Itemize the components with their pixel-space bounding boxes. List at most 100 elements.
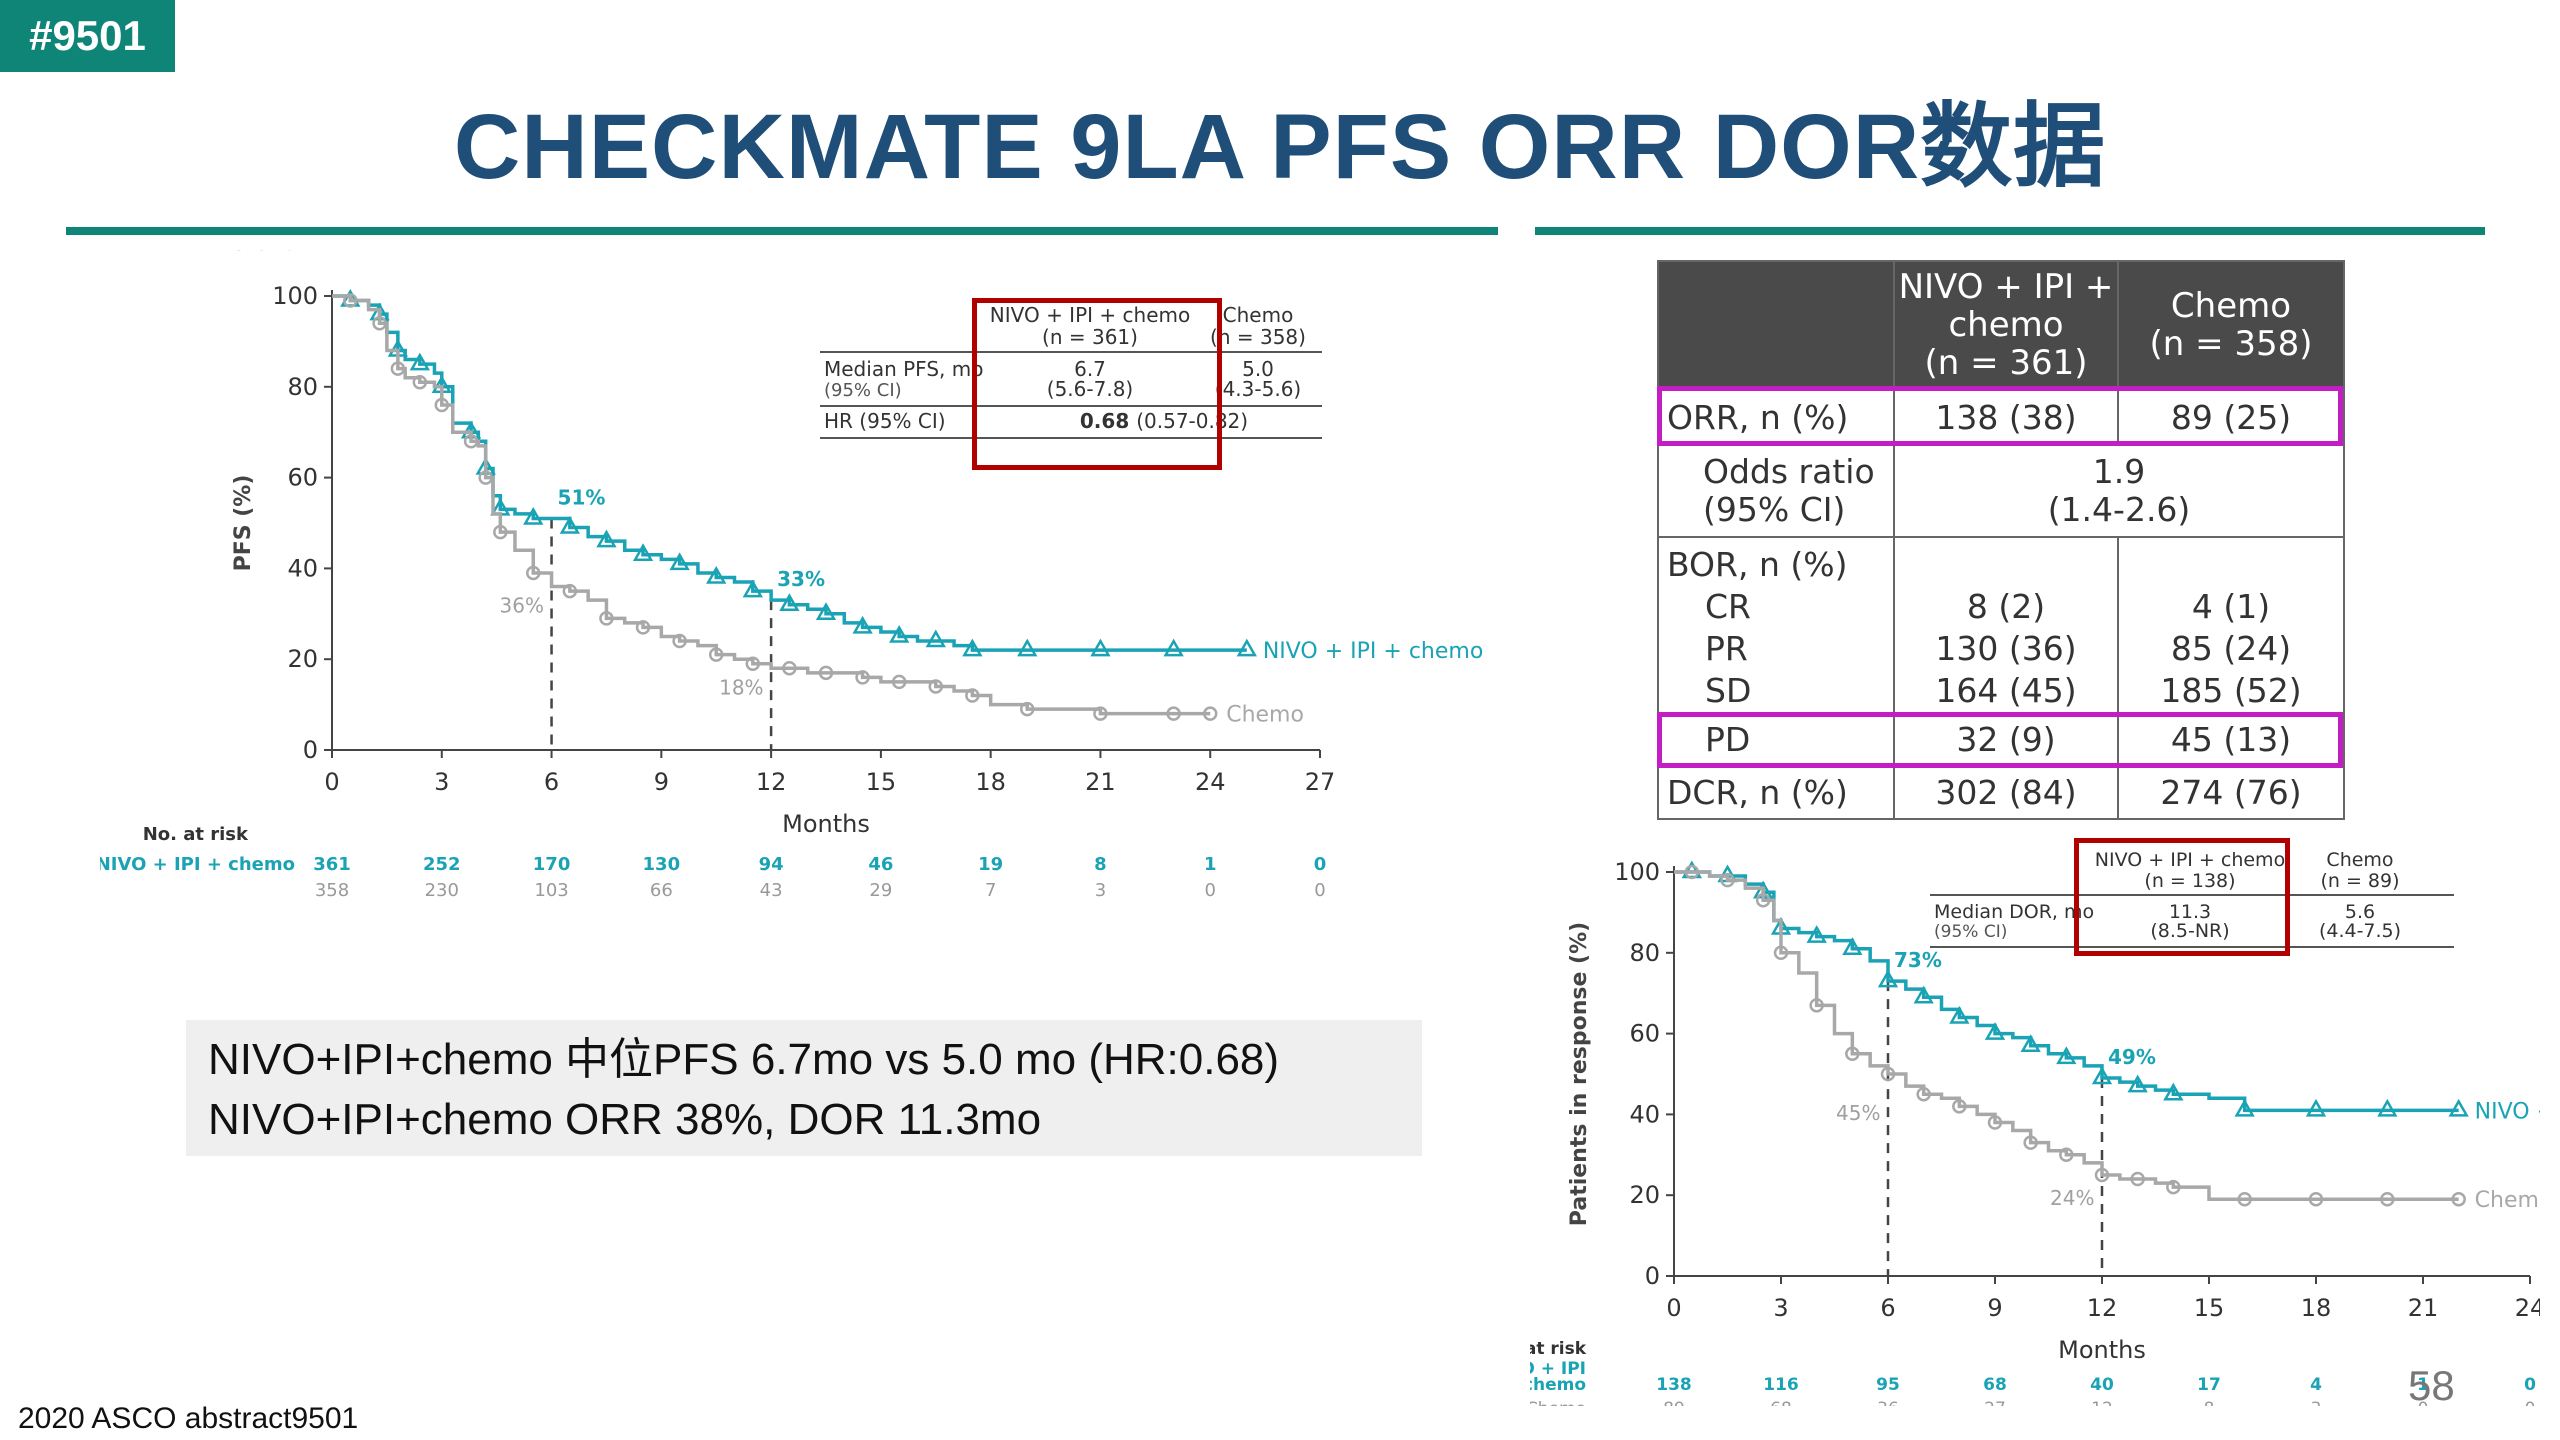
censor-mark-nivo [523, 506, 544, 525]
at-risk-nivo-count: 8 [1094, 854, 1107, 875]
at-risk-chemo-count: 0 [1314, 880, 1325, 901]
data-label: 45% [1836, 1101, 1880, 1125]
inset-row1-sub: (95% CI) [1934, 922, 2007, 942]
censor-mark-nivo [2020, 1034, 2041, 1052]
odds-value: 1.9 (1.4-2.6) [1893, 444, 2345, 538]
censor-mark-chemo [526, 565, 541, 581]
censor-mark-chemo [1845, 1046, 1860, 1062]
at-risk-nivo-count: 40 [2090, 1375, 2114, 1395]
at-risk-chemo-count: 89 [1663, 1399, 1685, 1406]
pr-chemo: 85 (24) [2170, 629, 2292, 668]
censor-mark-chemo [599, 611, 614, 626]
inset-row2-ci: (0.57-0.82) [1136, 409, 1248, 433]
x-tick-label: 21 [1085, 768, 1116, 796]
censor-mark-chemo [965, 688, 980, 703]
left-divider [66, 227, 1498, 235]
dcr-label: DCR, n (%) [1657, 764, 1895, 820]
pd-highlight [1657, 712, 2343, 768]
censor-mark-chemo [782, 661, 797, 676]
censor-mark-nivo [962, 638, 983, 657]
censor-mark-nivo [1806, 925, 1827, 943]
censor-mark-nivo [2056, 1046, 2077, 1065]
censor-mark-chemo [818, 665, 834, 681]
at-risk-chemo-count: 0 [1204, 880, 1215, 901]
censor-mark-nivo [2127, 1074, 2148, 1093]
header-chemo: Chemo (n = 358) [2117, 260, 2345, 390]
censor-mark-nivo [632, 543, 654, 562]
x-tick-label: 9 [654, 768, 669, 796]
cr-chemo: 4 (1) [2191, 587, 2271, 626]
censor-mark-nivo [1090, 638, 1111, 657]
censor-mark-nivo [2163, 1082, 2184, 1101]
pd-row: PD 32 (9) 45 (13) [1657, 712, 2345, 766]
censor-mark-chemo [672, 633, 687, 649]
x-tick-label: 0 [324, 768, 339, 796]
inset-row2-bold: 0.68 [1080, 409, 1136, 433]
dcr-chemo: 274 (76) [2117, 764, 2345, 820]
at-risk-nivo-count: 252 [423, 854, 461, 875]
at-risk-nivo-count: 0 [1314, 854, 1327, 875]
series-chemo-line [1674, 870, 2459, 1201]
censor-mark-chemo [928, 679, 944, 694]
inset-header-chemo: Chemo [1223, 303, 1294, 327]
at-risk-chemo-count: 43 [760, 880, 783, 901]
y-tick-label: 60 [1629, 1020, 1660, 1048]
at-risk-chemo-count: 12 [2091, 1399, 2113, 1406]
x-tick-label: 12 [2087, 1294, 2118, 1322]
censor-mark-chemo [1987, 1115, 2003, 1130]
header-nivo: NIVO + IPI + chemo (n = 361) [1893, 260, 2119, 390]
page-title: CHECKMATE 9LA PFS ORR DOR数据 [453, 96, 2107, 198]
odds-value-1: 1.9 [2092, 452, 2146, 491]
at-risk-nivo-count: 361 [313, 854, 351, 875]
right-divider [1535, 227, 2485, 235]
censor-mark-nivo [1984, 1022, 2006, 1040]
at-risk-label: Chemo [231, 250, 295, 255]
at-risk-chemo-count: 103 [534, 880, 568, 901]
at-risk-nivo-count: 94 [759, 854, 784, 875]
censor-mark-chemo [855, 670, 870, 685]
inset-row1-chemo-ci: (4.3-5.6) [1215, 377, 1301, 401]
censor-mark-chemo [1684, 864, 1700, 880]
censor-mark-chemo [372, 315, 387, 331]
at-risk-nivo-count: 4 [2310, 1375, 2322, 1395]
censor-mark-chemo [2380, 1191, 2395, 1207]
y-axis-label: Patients in response (%) [1567, 922, 1592, 1226]
censor-mark-chemo [1773, 945, 1789, 961]
censor-mark-nivo [889, 624, 910, 643]
x-tick-label: 12 [756, 768, 787, 796]
censor-mark-nivo [559, 516, 581, 534]
bor-chemo-cell: 4 (1) 85 (24) 185 (52) [2117, 536, 2345, 714]
censor-mark-chemo [493, 524, 508, 540]
inset-header-nivo: NIVO + IPI + chemo [2095, 849, 2285, 871]
y-axis-label: PFS (%) [231, 475, 256, 572]
at-risk-chemo-count: 0 [2525, 1399, 2536, 1406]
at-risk-title: No. at risk [143, 824, 249, 845]
pd-nivo: 32 (9) [1893, 712, 2119, 766]
data-label: 18% [719, 675, 763, 699]
bor-label: BOR, n (%) [1667, 545, 1848, 584]
x-tick-label: 0 [1666, 1294, 1681, 1322]
y-tick-label: 80 [287, 373, 318, 401]
inset-row1-label: Median PFS, mo [824, 357, 983, 381]
response-table: NIVO + IPI + chemo (n = 361) Chemo (n = 358… [1657, 260, 2345, 820]
censor-mark-chemo [1952, 1099, 1967, 1114]
censor-mark-nivo [925, 629, 946, 648]
y-tick-label: 40 [287, 554, 318, 582]
dcr-row: DCR, n (%) 302 (84) 274 (76) [1657, 764, 2345, 820]
at-risk-chemo-count: 8 [2204, 1399, 2215, 1406]
at-risk-label: Chemo [1530, 1399, 1586, 1406]
x-tick-label: 21 [2408, 1294, 2439, 1322]
pr-nivo: 130 (36) [1935, 629, 2077, 668]
at-risk-chemo-count: 230 [425, 880, 459, 901]
at-risk-nivo-count: 19 [978, 854, 1003, 875]
inset-row1-chemo-ci: (4.4-7.5) [2319, 920, 2401, 942]
at-risk-nivo-count: 116 [1763, 1375, 1799, 1395]
dcr-nivo: 302 (84) [1893, 764, 2119, 820]
inset-row1-sub: (95% CI) [824, 380, 902, 401]
orr-chemo: 89 (25) [2117, 388, 2345, 446]
sd-chemo: 185 (52) [2160, 671, 2302, 710]
odds-value-2: (1.4-2.6) [2047, 490, 2191, 529]
data-label: 49% [2108, 1045, 2156, 1069]
at-risk-label: + chemo [1530, 1375, 1586, 1395]
